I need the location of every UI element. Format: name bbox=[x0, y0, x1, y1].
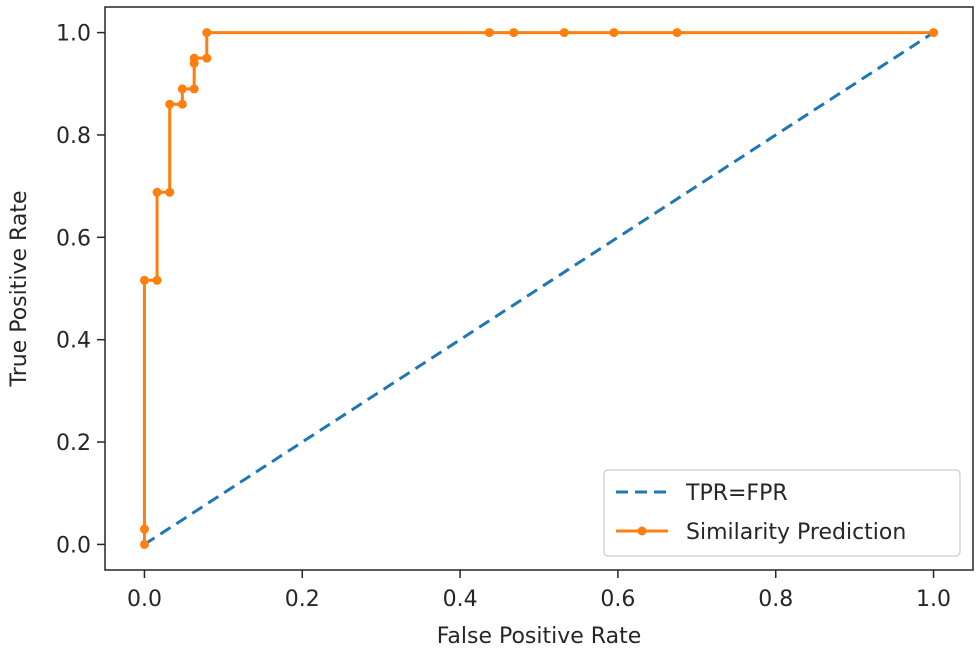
data-point bbox=[609, 28, 619, 38]
x-tick-label: 1.0 bbox=[916, 587, 951, 612]
data-point bbox=[672, 28, 682, 38]
series-line-similarity-prediction bbox=[142, 31, 934, 545]
data-point bbox=[177, 99, 187, 109]
data-point bbox=[139, 539, 149, 549]
y-tick-label: 0.0 bbox=[56, 533, 91, 558]
y-axis-label: True Positive Rate bbox=[7, 191, 32, 388]
data-point bbox=[165, 99, 175, 109]
data-point bbox=[139, 524, 149, 534]
y-tick-label: 0.6 bbox=[56, 226, 91, 251]
data-point bbox=[139, 275, 149, 285]
x-tick-label: 0.4 bbox=[443, 587, 478, 612]
legend-label-tpr-fpr: TPR=FPR bbox=[685, 481, 788, 506]
x-tick-label: 0.0 bbox=[127, 587, 162, 612]
data-point bbox=[177, 84, 187, 94]
x-tick-label: 0.2 bbox=[285, 587, 320, 612]
data-point bbox=[189, 53, 199, 63]
legend-label-similarity-prediction: Similarity Prediction bbox=[686, 520, 906, 545]
data-point bbox=[152, 275, 162, 285]
x-axis-label: False Positive Rate bbox=[437, 624, 641, 649]
plot-layer bbox=[139, 28, 939, 549]
data-point bbox=[202, 28, 212, 38]
x-tick-label: 0.8 bbox=[758, 587, 793, 612]
series-line-tpr-fpr bbox=[143, 31, 935, 546]
data-point bbox=[484, 28, 494, 38]
y-tick-label: 0.2 bbox=[56, 431, 91, 456]
legend: TPR=FPR Similarity Prediction bbox=[603, 469, 961, 557]
legend-marker-similarity-prediction bbox=[637, 526, 647, 536]
data-point bbox=[152, 187, 162, 197]
data-point bbox=[559, 28, 569, 38]
data-point bbox=[929, 28, 939, 38]
y-tick-label: 0.8 bbox=[56, 124, 91, 149]
data-point bbox=[189, 84, 199, 94]
ticks-layer: 0.0 0.2 0.4 0.6 0.8 1.0 0.0 0.2 0.4 0.6 0.8 1.0 bbox=[56, 22, 951, 612]
data-point bbox=[202, 53, 212, 63]
legend-box bbox=[603, 469, 961, 557]
x-tick-label: 0.6 bbox=[600, 587, 635, 612]
axes-frame bbox=[104, 6, 974, 571]
y-tick-label: 1.0 bbox=[56, 22, 91, 47]
data-point bbox=[165, 187, 175, 197]
data-point bbox=[509, 28, 519, 38]
y-tick-label: 0.4 bbox=[56, 329, 91, 354]
